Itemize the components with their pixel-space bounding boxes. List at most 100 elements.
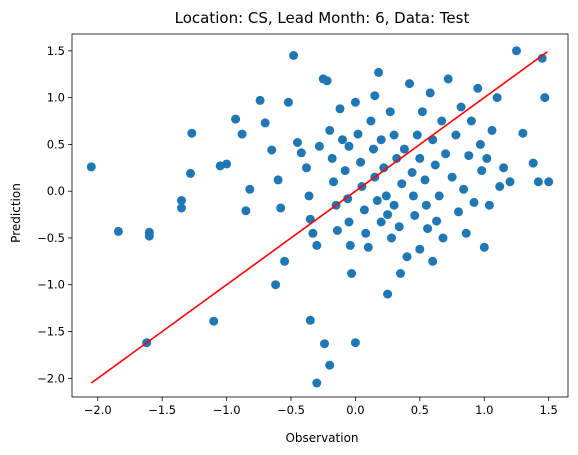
scatter-point — [425, 88, 435, 98]
scatter-point — [325, 360, 335, 370]
scatter-point — [394, 222, 404, 232]
scatter-point — [350, 338, 360, 348]
x-tick-label: 0.5 — [411, 403, 429, 417]
scatter-point — [484, 200, 494, 210]
scatter-point — [293, 138, 302, 147]
scatter-point — [372, 196, 382, 205]
scatter-point — [385, 107, 395, 117]
scatter-point — [432, 216, 442, 226]
scatter-point — [397, 179, 407, 189]
scatter-point — [370, 91, 380, 101]
x-axis-label: Observation — [285, 431, 358, 445]
chart-title: Location: CS, Lead Month: 6, Data: Test — [175, 9, 470, 27]
scatter-point — [308, 228, 318, 238]
y-tick-label: −2.0 — [37, 371, 65, 385]
scatter-point — [113, 226, 123, 236]
y-tick-label: 1.5 — [47, 44, 65, 58]
scatter-point — [186, 168, 195, 178]
scatter-point — [469, 197, 479, 207]
scatter-point — [361, 228, 371, 238]
scatter-point — [255, 95, 265, 105]
scatter-point — [245, 184, 255, 194]
scatter-point — [340, 166, 350, 176]
scatter-point — [177, 196, 186, 205]
scatter-point — [482, 153, 492, 163]
scatter-point — [421, 200, 431, 210]
scatter-point — [366, 116, 376, 126]
scatter-point — [144, 231, 154, 241]
scatter-point — [540, 93, 550, 103]
scatter-point — [305, 315, 315, 325]
scatter-point — [276, 203, 286, 213]
scatter-point — [505, 177, 515, 187]
x-axis-ticks: −2.0 −1.5 −1.0 −0.5 0.0 0.5 1.0 1.5 — [84, 397, 558, 417]
scatter-point — [296, 148, 306, 158]
scatter-point — [376, 135, 386, 145]
scatter-point — [86, 162, 96, 172]
scatter-point — [343, 194, 353, 204]
scatter-point — [209, 316, 219, 326]
x-tick-label: −0.5 — [277, 403, 305, 417]
scatter-point — [392, 153, 402, 163]
scatter-point — [389, 130, 399, 140]
scatter-point — [437, 116, 447, 126]
x-tick-label: −1.5 — [148, 403, 176, 417]
scatter-point — [434, 191, 444, 201]
scatter-point — [325, 125, 335, 135]
scatter-point — [369, 144, 378, 154]
plot-area-frame — [71, 33, 569, 398]
fit-line — [90, 51, 548, 384]
scatter-point — [322, 76, 332, 86]
scatter-point — [327, 153, 337, 163]
scatter-point — [537, 53, 547, 63]
y-tick-label: 0.0 — [47, 184, 65, 198]
scatter-point — [271, 280, 281, 290]
scatter-point — [451, 130, 461, 140]
scatter-point — [237, 129, 247, 139]
scatter-point — [477, 166, 487, 176]
scatter-point — [345, 240, 355, 250]
x-tick-label: 0.0 — [346, 403, 364, 417]
scatter-point — [405, 79, 414, 89]
scatter-point — [329, 177, 338, 187]
scatter-point — [241, 206, 251, 216]
scatter-point — [347, 269, 357, 278]
y-tick-label: 1.0 — [47, 91, 65, 105]
scatter-point — [408, 191, 418, 201]
scatter-point — [499, 163, 509, 173]
scatter-point — [231, 114, 241, 124]
scatter-point — [473, 83, 483, 93]
scatter-point — [344, 141, 354, 151]
scatter-point — [338, 135, 347, 145]
scatter-point — [350, 97, 360, 107]
scatter-point — [312, 240, 322, 250]
y-tick-label: −1.0 — [37, 278, 65, 292]
scatter-point — [222, 159, 232, 169]
y-axis-ticks: −2.0 −1.5 −1.0 −0.5 0.0 0.5 1.0 1.5 — [37, 44, 72, 385]
scatter-point — [464, 151, 474, 161]
scatter-point — [447, 172, 457, 182]
scatter-point — [379, 163, 389, 173]
y-tick-label: 0.5 — [47, 137, 65, 151]
scatter-point — [512, 46, 521, 56]
scatter-point — [260, 118, 270, 128]
scatter-point — [335, 104, 345, 114]
scatter-point — [475, 139, 485, 149]
y-axis-label: Prediction — [9, 183, 23, 243]
scatter-point — [356, 157, 366, 167]
y-tick-label: −0.5 — [37, 231, 65, 245]
y-tick-label: −1.5 — [37, 325, 65, 339]
scatter-point — [302, 163, 311, 173]
scatter-point — [280, 256, 290, 266]
scatter-point — [396, 269, 405, 278]
scatter-point — [544, 177, 554, 187]
scatter-point — [389, 200, 399, 210]
scatter-point — [374, 67, 384, 77]
scatter-point — [410, 211, 420, 220]
scatter-point — [492, 93, 502, 103]
scatter-point — [320, 339, 329, 349]
scatter-point — [312, 378, 322, 388]
scatter-points — [86, 46, 554, 388]
scatter-point — [383, 289, 393, 299]
